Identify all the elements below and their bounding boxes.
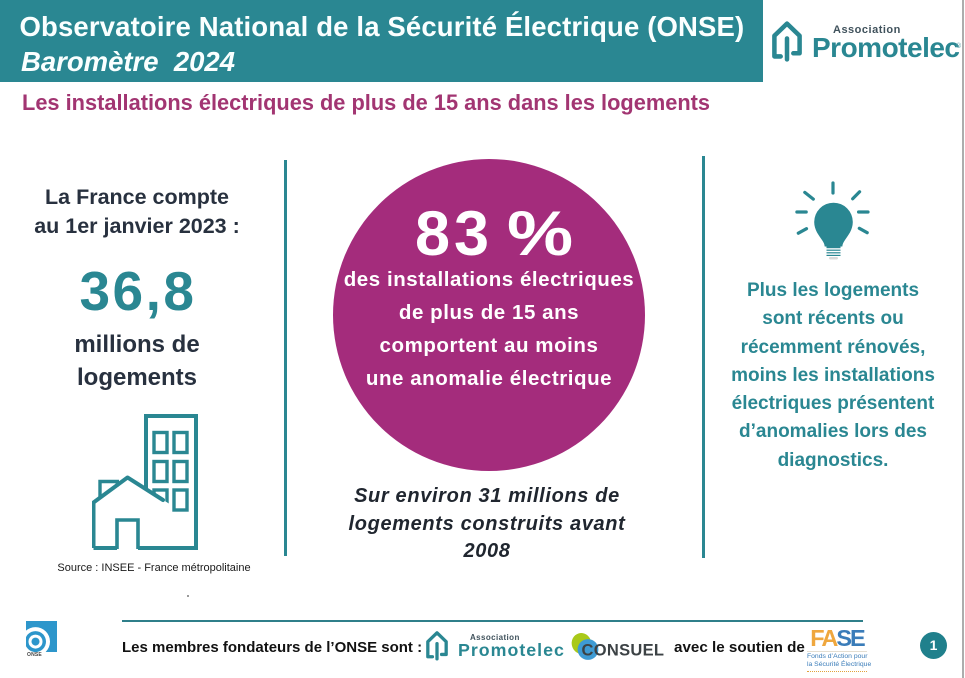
svg-text:CONSUEL: CONSUEL [582,642,665,660]
